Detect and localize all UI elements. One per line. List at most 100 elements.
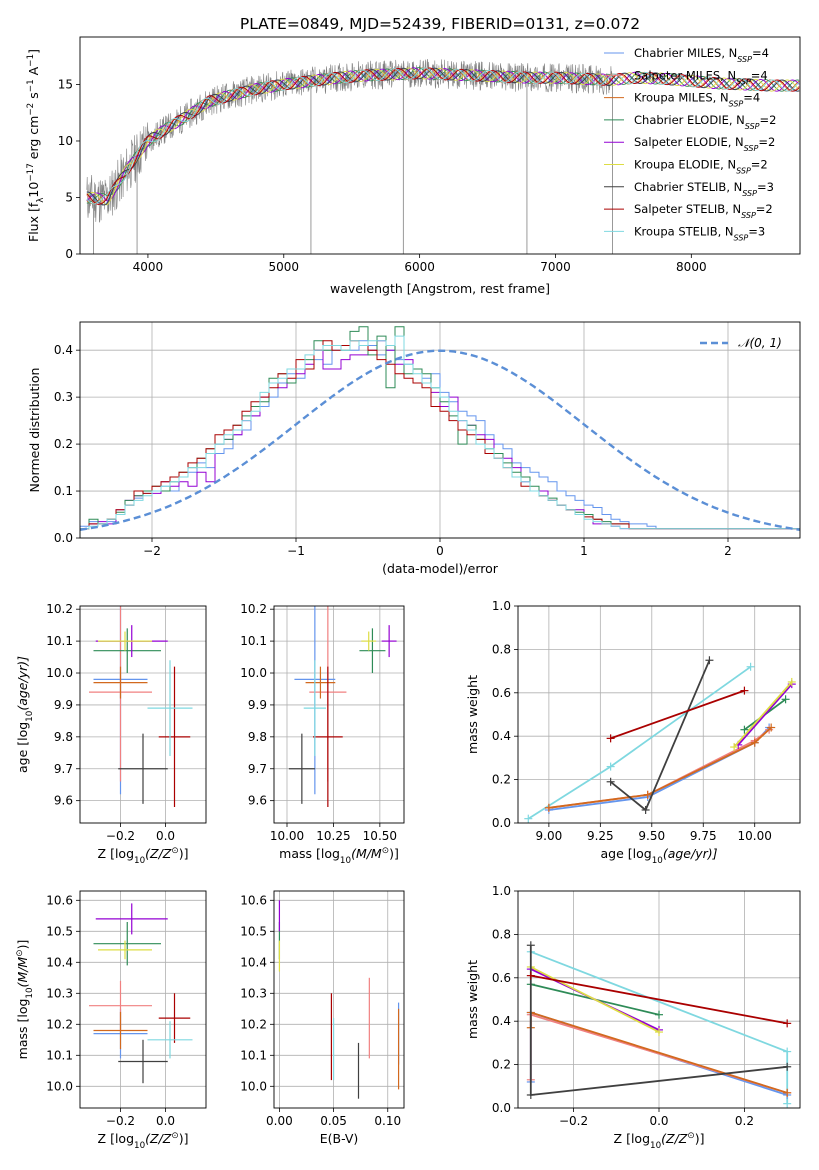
x-axis-label-part: ⊙ (382, 846, 389, 856)
series-line (530, 974, 788, 1025)
y-axis-label-part: 10 (26, 182, 41, 198)
panel-massweight-vs-Z: −0.2 0.0 0.2 0.0 0.2 0.4 0.6 0.8 1.0 Z [log10(Z/Z… (465, 884, 801, 1151)
y-axis-label-part: (M/M (15, 957, 30, 988)
x-tick-label: 9.25 (587, 829, 614, 843)
x-axis-label: E(B-V) (320, 1131, 359, 1146)
x-axis-label-part: )] (695, 1131, 705, 1146)
y-tick-label: 9.8 (54, 730, 73, 744)
normal-curve (80, 349, 800, 531)
y-tick-label: 0.1 (54, 484, 73, 498)
y-tick-label: 9.8 (248, 730, 267, 744)
y-tick-label: 10.1 (240, 634, 267, 648)
histogram-kroupa-stelib (80, 335, 800, 538)
legend-label-tail: =4 (751, 68, 768, 82)
y-tick-label: 1.0 (492, 884, 511, 898)
y-axis-label-part: Flux [f (26, 202, 41, 242)
series-line (548, 726, 772, 809)
x-axis-label: Z [log10(Z/Z⊙)] (98, 846, 189, 866)
y-tick-label: 0.6 (492, 971, 511, 985)
legend-label-text: Chabrier MILES, N (634, 46, 737, 60)
y-tick-label: 0.4 (54, 343, 73, 357)
panel-residuals: −2 −1 0 1 2 0.0 0.1 0.2 0.3 0.4 𝒩(0, 1) (data-model… (27, 321, 801, 576)
legend-label-sub: SSP (736, 166, 751, 175)
y-tick-label: 10.1 (46, 634, 73, 648)
plot-area-massweight-vs-Z (526, 941, 792, 1108)
legend-label-text: Kroupa ELODIE, N (634, 158, 736, 172)
y-tick-label: 5 (65, 190, 73, 204)
x-tick-label: 0.2 (735, 1114, 754, 1128)
x-axis-label-part: )] (389, 846, 399, 861)
panel-mass-vs-EBV: 0.00 0.05 0.10 10.0 10.1 10.2 10.3 10.4 10.5 10.6… (240, 890, 405, 1146)
legend-label: Kroupa MILES, NSSP=4 (634, 91, 760, 109)
y-axis-label: mass [log10(M/M⊙)] (15, 940, 35, 1060)
x-axis-label-part: 10 (652, 856, 663, 866)
y-tick-label: 10.2 (46, 602, 73, 616)
plot-area-age-vs-mass (288, 606, 397, 808)
y-tick-label: 10 (58, 134, 73, 148)
x-tick-label: 0.0 (156, 829, 175, 843)
x-axis-label: wavelength [Angstrom, rest frame] (330, 281, 550, 296)
y-tick-label: 10.3 (240, 986, 267, 1000)
x-tick-label: 10.00 (270, 829, 304, 843)
x-tick-label: −0.2 (106, 1114, 135, 1128)
y-tick-label: 10.3 (46, 986, 73, 1000)
y-tick-label: 0.8 (492, 927, 511, 941)
y-tick-label: 10.1 (240, 1048, 267, 1062)
x-tick-label: 8000 (676, 260, 707, 274)
y-tick-label: 0.6 (492, 686, 511, 700)
x-axis-label-part: Z [log (98, 1131, 134, 1146)
y-axis-label-part: mass [log (15, 999, 30, 1060)
figure-title: PLATE=0849, MJD=52439, FIBERID=0131, z=0… (240, 15, 640, 33)
x-axis-label: Z [log10(Z/Z⊙)] (98, 1131, 189, 1151)
legend-label-tail: =3 (748, 224, 765, 238)
axes-frame (517, 605, 801, 824)
x-tick-label: 6000 (404, 260, 435, 274)
x-tick-label: 0 (436, 544, 444, 558)
y-tick-label: 10.6 (46, 893, 73, 907)
y-tick-label: 10.2 (240, 602, 267, 616)
y-axis-label: Flux [fλ10−17 erg cm−2 s−1 A−1] (26, 49, 46, 242)
y-tick-label: 15 (58, 77, 73, 91)
legend-label: Salpeter STELIB, NSSP=2 (634, 202, 773, 220)
axes-frame (79, 890, 207, 1109)
series-line (610, 689, 745, 740)
y-tick-label: 10.6 (240, 893, 267, 907)
y-tick-label: 0.2 (492, 773, 511, 787)
x-tick-label: 0.05 (320, 1114, 347, 1128)
legend-label-tail: =2 (756, 202, 773, 216)
legend-label-sub: SSP (745, 121, 760, 130)
y-tick-label: 9.9 (248, 698, 267, 712)
series-line (737, 683, 793, 746)
legend-label: Chabrier ELODIE, NSSP=2 (634, 113, 776, 130)
y-axis-label-part: 10 (25, 987, 35, 998)
y-tick-label: 10.1 (46, 1048, 73, 1062)
series-line (530, 966, 660, 1033)
y-tick-label: 0.4 (492, 1014, 511, 1028)
panel-mass-vs-Z: −0.2 0.0 10.0 10.1 10.2 10.3 10.4 10.5 10.6 Z [lo… (15, 890, 207, 1151)
x-axis-label-part: mass [log (279, 846, 340, 861)
y-axis-label-part: A (26, 66, 41, 79)
x-tick-label: 9.75 (690, 829, 717, 843)
x-axis-label-part: 10 (650, 1141, 661, 1151)
y-tick-label: 1.0 (492, 599, 511, 613)
y-axis-label-part: −17 (26, 163, 36, 181)
y-axis-label-part: −2 (26, 103, 36, 116)
panel-massweight-vs-age: 9.00 9.25 9.50 9.75 10.00 0.0 0.2 0.4 0.6 0.8 1.0 a… (465, 599, 801, 866)
plot-area-age-vs-Z (89, 606, 193, 808)
legend-label-text: Salpeter ELODIE, N (634, 135, 744, 149)
x-axis-label: mass [log10(M/M⊙)] (279, 846, 399, 866)
plot-area-massweight-vs-age (524, 656, 796, 823)
y-axis-label-part: s (26, 92, 41, 103)
y-tick-label: 9.6 (248, 794, 267, 808)
y-tick-label: 9.6 (54, 794, 73, 808)
y-axis-label-part: λ (36, 198, 46, 203)
plot-area-spectrum (86, 58, 800, 254)
y-tick-label: 10.4 (46, 955, 73, 969)
legend-label-sub: SSP (741, 211, 756, 220)
legend-label-tail: =4 (743, 91, 760, 105)
x-tick-label: 0.00 (266, 1114, 293, 1128)
plot-area-mass-vs-Z (89, 903, 193, 1084)
x-axis-label-part: 10 (340, 856, 351, 866)
x-axis-label-part: (Z/Z (145, 1131, 172, 1146)
